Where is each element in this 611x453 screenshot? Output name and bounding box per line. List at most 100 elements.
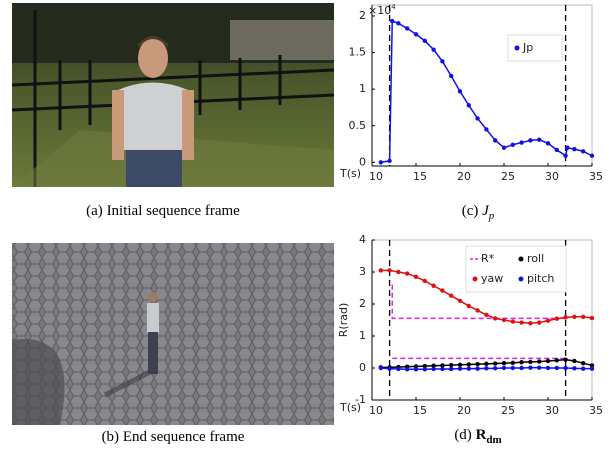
data-point <box>484 361 489 367</box>
data-point <box>413 367 419 372</box>
data-point <box>537 365 542 370</box>
data-point <box>510 360 515 366</box>
data-point <box>475 116 480 121</box>
data-point <box>484 127 489 132</box>
data-point <box>510 365 515 371</box>
data-point <box>466 362 471 367</box>
multiplier-base: ×10 <box>368 4 391 17</box>
x-tick-label: 20 <box>457 170 471 183</box>
data-point <box>440 366 445 372</box>
data-point <box>554 147 559 153</box>
x-tick-label: 20 <box>457 404 471 417</box>
data-point <box>431 283 436 288</box>
data-point <box>484 366 489 371</box>
data-point <box>501 365 507 371</box>
data-point <box>554 365 559 371</box>
legend-label: R* <box>481 252 495 265</box>
y-tick-label: 1.5 <box>349 46 367 59</box>
data-point <box>431 363 436 368</box>
data-point <box>581 314 586 319</box>
x-axis-label: T(s) <box>339 167 361 180</box>
data-point <box>457 89 463 94</box>
data-point <box>519 365 524 371</box>
data-point <box>405 26 410 31</box>
data-point <box>466 366 471 371</box>
y-tick-label: 2 <box>359 297 366 310</box>
data-point <box>449 362 454 368</box>
data-point <box>581 366 586 371</box>
data-point <box>390 18 395 24</box>
data-point <box>537 359 542 364</box>
caption: (d) Rdm <box>454 427 501 445</box>
data-point <box>387 158 392 164</box>
legend-label: Jp <box>522 41 533 54</box>
data-point <box>484 312 489 318</box>
legend-label: pitch <box>527 272 554 285</box>
caption-subscript: p <box>488 210 495 222</box>
x-tick-label: 30 <box>545 404 559 417</box>
legend-swatch <box>514 45 520 51</box>
caption-label: (a) <box>86 203 103 219</box>
data-point <box>440 363 445 368</box>
data-point <box>563 153 568 158</box>
data-point <box>501 317 507 323</box>
data-point <box>528 359 533 365</box>
caption-label: (d) <box>454 427 472 443</box>
data-point <box>431 366 436 372</box>
data-point <box>387 366 392 371</box>
y-tick-label: 1 <box>359 82 366 95</box>
photo-end <box>12 243 334 425</box>
x-tick-label: 25 <box>501 404 515 417</box>
data-point <box>589 363 595 368</box>
y-tick-label: 4 <box>359 233 366 246</box>
data-point <box>493 366 498 371</box>
data-point <box>510 319 515 324</box>
caption-text: End sequence frame <box>123 429 245 445</box>
y-tick-label: 2 <box>359 9 366 22</box>
caption: (b) End sequence frame <box>102 429 245 445</box>
data-point <box>449 293 454 298</box>
chart: -1 0 1 2 3 4 10 15 20 25 30 35 T(s) R(rad) R* roll yaw pi… <box>337 233 603 417</box>
data-point <box>554 316 559 321</box>
y-tick-label: 1 <box>359 329 366 342</box>
data-point <box>572 314 577 319</box>
data-point <box>457 366 463 371</box>
data-point <box>519 360 524 365</box>
data-point <box>565 145 570 150</box>
data-point <box>528 321 533 326</box>
plot-area <box>371 4 593 167</box>
y-tick-label: 0 <box>359 155 366 168</box>
data-point <box>422 278 427 284</box>
data-point <box>519 140 524 145</box>
data-point <box>493 316 498 321</box>
data-point <box>422 363 427 369</box>
data-point <box>422 367 427 372</box>
multiplier-power: 4 <box>391 3 396 11</box>
data-point <box>528 365 533 370</box>
data-point <box>581 149 586 154</box>
x-tick-label: 10 <box>369 170 383 183</box>
x-tick-label: 35 <box>589 170 603 183</box>
caption: (a) Initial sequence frame <box>86 203 240 219</box>
data-point <box>396 269 401 275</box>
data-point <box>387 268 392 273</box>
legend-label: roll <box>527 252 544 265</box>
x-tick-label: 30 <box>545 170 559 183</box>
data-point <box>563 315 568 320</box>
data-point <box>510 142 515 147</box>
data-point <box>422 38 427 44</box>
data-point <box>466 103 471 108</box>
caption-symbol: J <box>482 203 490 219</box>
data-point <box>413 32 419 37</box>
data-point <box>405 367 410 372</box>
data-point <box>493 361 498 366</box>
caption-text: Initial sequence frame <box>107 203 241 219</box>
x-axis-label: T(s) <box>339 401 361 414</box>
data-point <box>545 358 551 364</box>
data-point <box>563 357 568 362</box>
y-tick-label: -1 <box>355 393 366 406</box>
legend-swatch <box>472 276 478 282</box>
legend-label: yaw <box>481 272 503 285</box>
